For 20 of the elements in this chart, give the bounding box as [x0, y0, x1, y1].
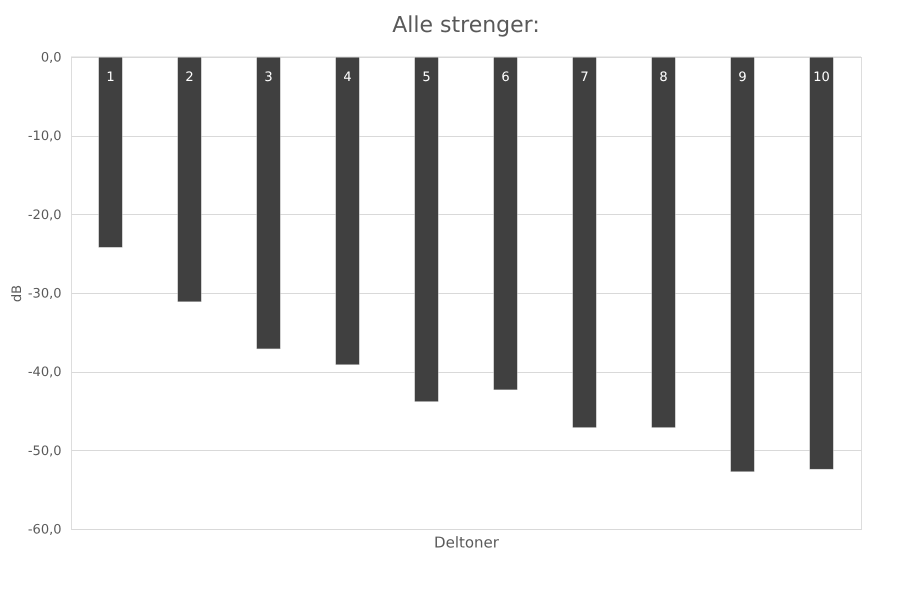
y-tick-label: 0,0 [40, 50, 62, 66]
x-tick-label: 10 [813, 70, 830, 85]
x-tick-label: 5 [422, 70, 431, 85]
y-tick-label: -30,0 [28, 286, 62, 302]
x-tick-label: 2 [185, 70, 194, 85]
y-tick-label: -40,0 [28, 365, 62, 380]
x-tick-label: 9 [738, 70, 747, 85]
y-tick-label: -60,0 [28, 522, 62, 538]
y-axis-title: dB [10, 284, 25, 302]
x-tick-label: 3 [264, 70, 273, 85]
y-tick-label: -20,0 [28, 208, 62, 223]
x-axis-title: Deltoner [434, 534, 500, 552]
y-tick-label: -10,0 [28, 129, 62, 144]
x-tick-label: 6 [501, 70, 510, 85]
chart-title: Alle strenger: [392, 13, 540, 38]
y-tick-label: -50,0 [28, 444, 62, 459]
x-tick-label: 8 [659, 70, 668, 85]
x-tick-label: 1 [106, 70, 115, 85]
x-tick-label: 7 [580, 70, 589, 85]
x-tick-label: 4 [343, 70, 352, 85]
